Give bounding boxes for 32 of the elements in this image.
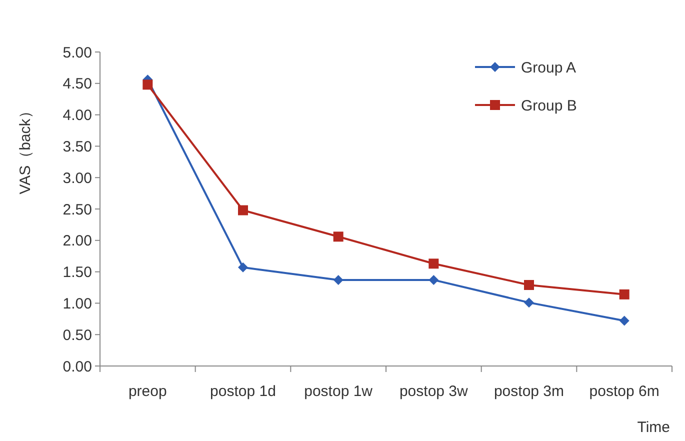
point [428,258,439,269]
y-tick-label: 1.00 [62,295,92,312]
point [619,316,630,326]
y-tick-label: 2.50 [62,201,92,218]
y-tick-label: 4.50 [62,76,92,93]
legend-label: Group B [521,97,577,114]
point [238,262,248,272]
point [524,298,534,308]
y-tick-label: 1.50 [62,264,92,282]
y-tick-label: 0.00 [62,358,92,376]
x-tick-label: postop 1d [210,383,276,400]
x-tick-label: preop [128,383,167,400]
y-tick-label: 3.50 [62,138,92,156]
y-axis-title: VAS（back） [17,104,34,194]
x-tick-label: postop 6m [589,383,660,400]
point [428,274,439,285]
point [238,205,248,216]
y-tick-label: 0.50 [62,326,92,344]
y-tick-label: 4.00 [62,107,92,124]
point [524,280,534,290]
x-tick-label: postop 1w [304,383,373,400]
x-axis-title: Time [637,419,670,436]
y-tick-label: 2.00 [62,232,92,250]
point [619,289,630,300]
legend-label: Group A [521,59,576,76]
x-tick-label: postop 3w [399,383,468,400]
y-tick-label: 5.00 [62,44,92,62]
x-tick-label: postop 3m [494,383,564,400]
point [333,232,344,242]
point [142,80,153,90]
y-tick-label: 3.00 [62,170,92,187]
point [333,274,344,285]
